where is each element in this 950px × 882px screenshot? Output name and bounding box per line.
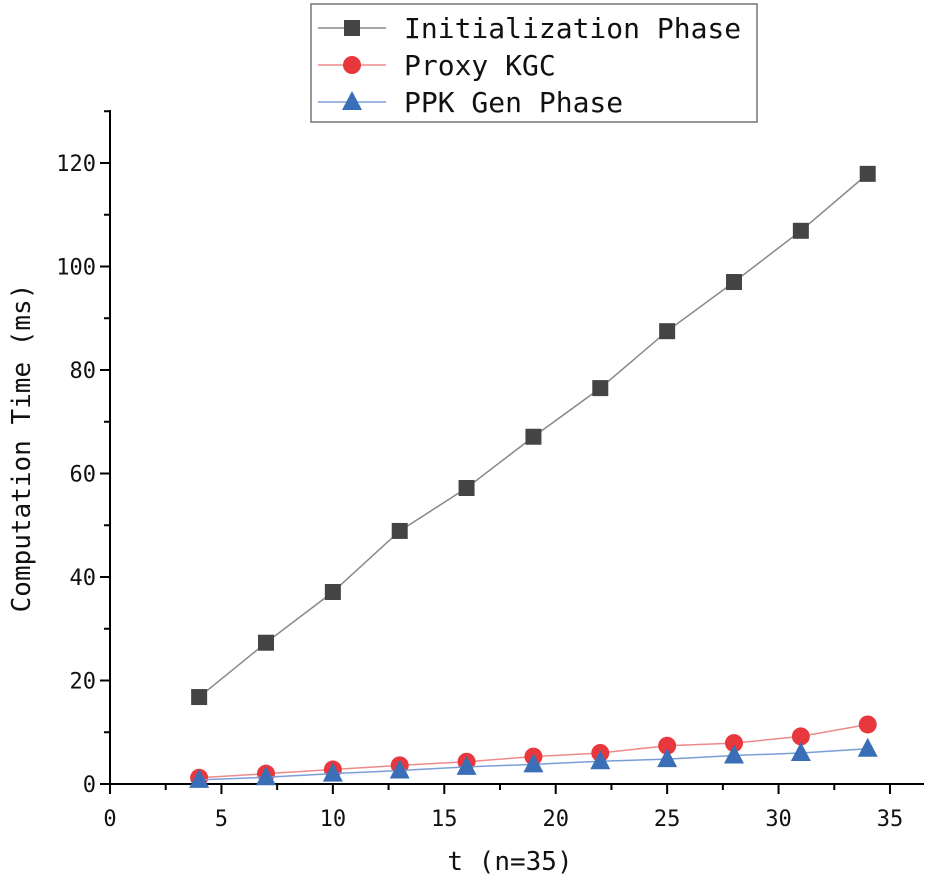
data-point-circle xyxy=(725,734,743,753)
legend-label: Initialization Phase xyxy=(404,12,741,45)
y-tick-label: 60 xyxy=(70,463,97,488)
data-point-square xyxy=(726,274,742,291)
x-tick-label: 20 xyxy=(542,807,569,832)
y-tick-label: 80 xyxy=(70,359,97,384)
x-axis-label: t (n=35) xyxy=(447,847,572,877)
data-point-triangle xyxy=(857,737,878,757)
legend-marker-circle xyxy=(343,56,361,74)
legend: Initialization Phase Proxy KGC PPK Gen Pha… xyxy=(310,3,758,123)
x-tick-label: 25 xyxy=(654,807,681,832)
data-point-triangle xyxy=(322,762,343,782)
series-layer xyxy=(189,165,878,788)
data-point-square xyxy=(458,479,475,496)
x-tick-label: 5 xyxy=(215,807,228,832)
series-initialization-phase xyxy=(191,165,876,706)
data-point-square xyxy=(324,584,341,601)
x-tick-label: 30 xyxy=(765,807,792,832)
x-tick-label: 15 xyxy=(431,807,458,832)
data-point-triangle xyxy=(724,744,744,764)
data-point-square xyxy=(792,222,809,239)
x-tick-label: 0 xyxy=(103,807,116,832)
legend-label: Proxy KGC xyxy=(404,49,556,82)
data-point-triangle xyxy=(523,753,544,773)
legend-marker-triangle xyxy=(342,91,362,110)
x-tick-label: 35 xyxy=(877,807,904,832)
data-point-square xyxy=(258,634,274,651)
data-point-square xyxy=(592,380,609,397)
data-point-triangle xyxy=(389,759,410,779)
y-axis-label: Computation Time (ms) xyxy=(7,284,37,613)
data-point-triangle xyxy=(657,748,678,768)
data-point-triangle xyxy=(590,750,611,770)
y-tick-label: 100 xyxy=(56,256,96,281)
series-ppk-gen-phase xyxy=(189,737,878,788)
legend-marker-square xyxy=(344,20,360,36)
data-point-triangle xyxy=(790,741,811,761)
y-tick-label: 0 xyxy=(83,773,96,798)
data-point-square xyxy=(391,522,408,539)
x-tick-label: 10 xyxy=(320,807,347,832)
y-tick-label: 40 xyxy=(70,566,97,591)
data-point-triangle xyxy=(456,755,477,775)
data-point-triangle xyxy=(256,766,276,786)
y-tick-label: 20 xyxy=(70,670,97,695)
data-point-triangle xyxy=(189,768,210,788)
data-point-circle xyxy=(791,727,810,746)
y-tick-label: 120 xyxy=(56,152,96,177)
data-point-square xyxy=(859,165,876,182)
data-point-square xyxy=(659,323,676,340)
data-point-square xyxy=(525,428,542,445)
data-point-circle xyxy=(658,736,677,755)
data-point-circle xyxy=(858,715,877,734)
data-point-square xyxy=(191,689,208,706)
axes: 0 5 10 15 20 25 30 35 0 20 40 60 80 100 120 xyxy=(56,110,924,832)
legend-label: PPK Gen Phase xyxy=(404,86,623,119)
